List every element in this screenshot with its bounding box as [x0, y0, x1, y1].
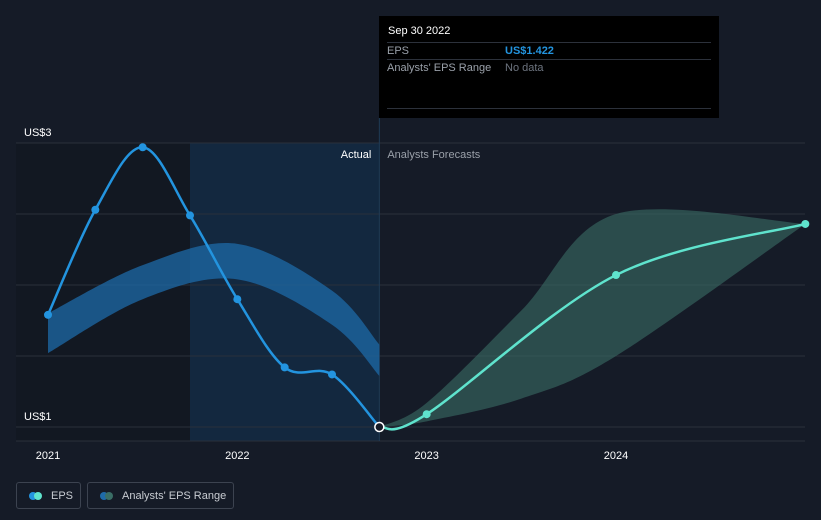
y-axis-tick-label: US$3	[24, 127, 52, 139]
eps-actual-point[interactable]	[91, 205, 100, 214]
eps-forecast-point[interactable]	[422, 410, 431, 419]
x-axis-tick-label: 2021	[36, 450, 60, 462]
eps-actual-point[interactable]	[233, 295, 242, 304]
tooltip-range-row: Analysts' EPS Range No data	[387, 59, 711, 77]
eps-actual-point[interactable]	[328, 370, 336, 379]
legend-range-toggle[interactable]: Analysts' EPS Range	[87, 482, 234, 509]
x-axis-tick-label: 2023	[414, 450, 438, 462]
eps-forecast-point[interactable]	[612, 271, 620, 280]
eps-forecast-line	[378, 222, 807, 431]
tooltip-range-label: Analysts' EPS Range	[387, 62, 492, 74]
range-swatch-icon	[100, 491, 114, 500]
legend-eps-toggle[interactable]: EPS	[16, 482, 81, 509]
x-axis-tick-label: 2022	[225, 450, 249, 462]
eps-actual-point[interactable]	[280, 363, 289, 372]
tooltip-eps-value: US$1.422	[505, 45, 554, 57]
eps-range-band	[379, 209, 806, 427]
legend-eps-label: EPS	[51, 489, 74, 502]
eps-forecast-point[interactable]	[801, 219, 810, 228]
tooltip-divider	[387, 108, 711, 109]
tooltip-eps-label: EPS	[387, 45, 410, 57]
eps-actual-point[interactable]	[138, 143, 147, 152]
tooltip-range-value: No data	[505, 62, 544, 74]
actual-section-label: Actual	[341, 149, 372, 161]
eps-actual-point[interactable]	[44, 310, 52, 319]
y-axis-tick-label: US$1	[24, 411, 52, 423]
tooltip-date: Sep 30 2022	[388, 25, 451, 37]
x-axis-tick-label: 2024	[604, 450, 628, 462]
legend-range-label: Analysts' EPS Range	[122, 489, 227, 502]
eps-range-band	[48, 243, 380, 376]
chart-tooltip: Sep 30 2022 EPS US$1.422 Analysts' EPS R…	[379, 16, 719, 118]
tooltip-eps-row: EPS US$1.422	[387, 42, 711, 60]
eps-actual-point[interactable]	[186, 211, 194, 220]
eps-swatch-icon	[29, 491, 43, 500]
highlighted-eps-point[interactable]	[374, 421, 385, 433]
forecast-section-label: Analysts Forecasts	[387, 149, 480, 161]
eps-chart[interactable]: US$3 US$1 2021 2022 2023 2024 Actual Analysts F…	[0, 0, 821, 470]
